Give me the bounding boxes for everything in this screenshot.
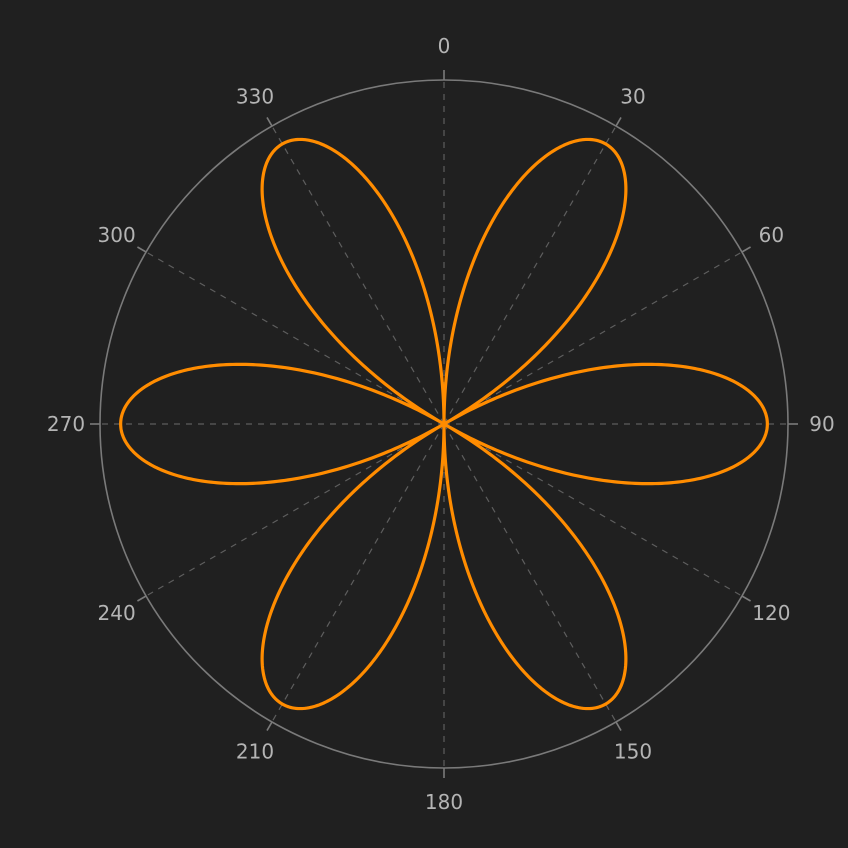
theta-tick-label-150: 150 [614,739,652,763]
theta-tick-label-120: 120 [752,601,790,625]
theta-tick-label-300: 300 [98,223,136,247]
grid-layer [100,80,788,768]
theta-gridline-300 [145,251,445,425]
theta-tick-120 [741,595,751,602]
rose-curve-series [119,137,769,711]
theta-gridline-30 [443,125,617,425]
theta-gridline-120 [443,423,743,597]
theta-tick-150 [615,721,622,731]
theta-tick-label-0: 0 [438,34,451,58]
theta-tick-label-90: 90 [809,412,834,436]
theta-tick-30 [615,117,622,127]
theta-tick-label-180: 180 [425,790,463,814]
theta-gridline-240 [145,423,445,597]
theta-gridline-330 [271,125,445,425]
theta-tick-label-330: 330 [236,85,274,109]
theta-tick-330 [266,117,273,127]
theta-tick-210 [266,721,273,731]
theta-gridline-60 [443,251,743,425]
theta-tick-label-30: 30 [620,85,645,109]
theta-gridline-210 [271,423,445,723]
theta-tick-240 [137,595,147,602]
theta-tick-label-60: 60 [759,223,784,247]
theta-gridline-150 [443,423,617,723]
theta-label-layer: 0 30 60 90 120 150 180 210 240 270 300 330 [47,34,835,814]
theta-tick-label-210: 210 [236,739,274,763]
theta-tick-label-240: 240 [98,601,136,625]
theta-tick-300 [137,246,147,253]
theta-tick-label-270: 270 [47,412,85,436]
theta-tick-60 [741,246,751,253]
theta-tick-layer [90,70,798,778]
